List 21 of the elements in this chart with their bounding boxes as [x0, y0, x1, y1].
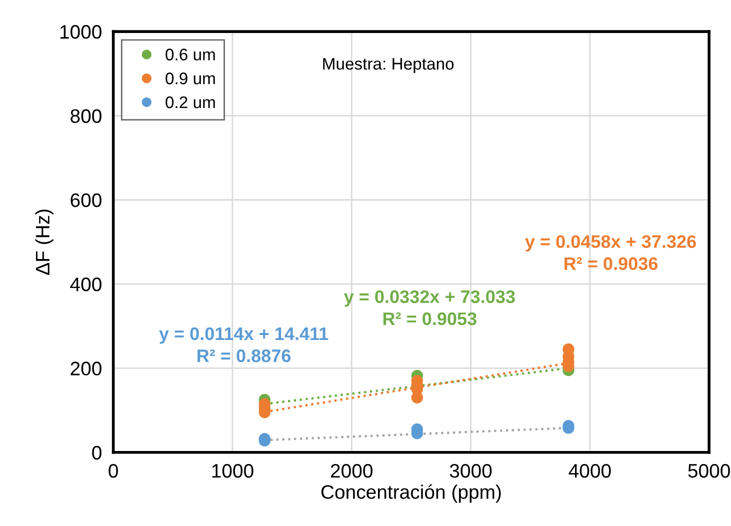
- y-tick-label: 1000: [60, 25, 102, 39]
- y-tick-label: 0: [92, 446, 102, 460]
- legend-label: 0.2 um: [166, 96, 215, 108]
- annotation: y = 0.0458x + 37.326 R² = 0.9036: [525, 235, 696, 270]
- y-tick-label: 400: [70, 278, 102, 292]
- y-axis-title: ΔF (Hz): [35, 210, 54, 275]
- x-tick-label: 3000: [450, 464, 492, 478]
- x-tick-label: 4000: [568, 464, 611, 478]
- annotation: y = 0.0114x + 14.411 R² = 0.8876: [159, 327, 328, 362]
- x-tick-label: 0: [108, 464, 118, 478]
- x-axis-title: Concentración (ppm): [321, 484, 501, 503]
- y-tick-label: 800: [70, 109, 102, 123]
- x-tick-label: 5000: [688, 464, 730, 478]
- annotation: y = 0.0332x + 73.033 R² = 0.9053: [344, 290, 515, 326]
- x-tick-label: 2000: [330, 464, 372, 478]
- legend-label: 0.9 um: [166, 72, 215, 84]
- y-tick-label: 600: [70, 193, 102, 208]
- x-tick-label: 1000: [212, 464, 254, 478]
- annotation: Muestra: Heptano: [323, 58, 454, 73]
- y-tick-label: 200: [70, 362, 102, 376]
- legend-label: 0.6 um: [166, 48, 215, 60]
